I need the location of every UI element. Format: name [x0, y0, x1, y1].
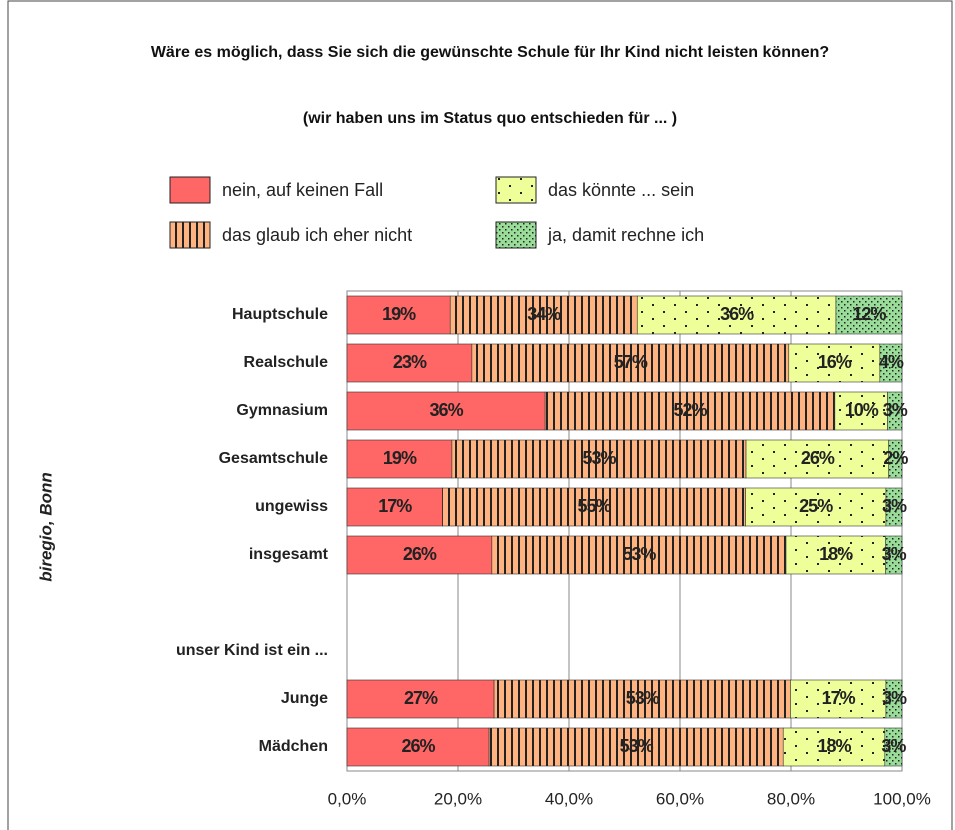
x-tick-label: 100,0%	[873, 789, 931, 808]
bar-segment	[879, 343, 903, 383]
bar-segment	[488, 727, 784, 767]
bar-segment	[471, 343, 790, 383]
bar-segment	[788, 343, 881, 383]
value-label: 36%	[430, 400, 464, 420]
frame	[7, 0, 953, 830]
bar-segment	[346, 391, 546, 431]
bar-segment	[885, 487, 903, 527]
x-tick-label: 20,0%	[434, 789, 482, 808]
value-label: 53%	[620, 736, 654, 756]
y-tick-label: Mädchen	[259, 738, 328, 755]
x-tick-label: 40,0%	[545, 789, 593, 808]
value-label: 36%	[720, 304, 754, 324]
bar-segment	[449, 295, 638, 335]
bar-segment	[884, 727, 903, 767]
legend-label: ja, damit rechne ich	[547, 225, 704, 245]
value-label: 52%	[673, 400, 707, 420]
legend-label: das glaub ich eher nicht	[222, 225, 412, 245]
value-label: 26%	[403, 544, 437, 564]
chart-subtitle: (wir haben uns im Status quo entschieden…	[302, 110, 678, 127]
value-label: 55%	[577, 496, 611, 516]
bar-segment	[888, 439, 903, 479]
value-label: 23%	[393, 352, 427, 372]
value-label: 12%	[852, 304, 886, 324]
value-label: 2%	[883, 448, 908, 468]
value-label: 3%	[882, 688, 907, 708]
value-label: 53%	[626, 688, 660, 708]
legend-swatch	[495, 176, 537, 204]
legend-swatch	[169, 176, 211, 204]
bar-segment	[544, 391, 836, 431]
bar-segment	[346, 487, 443, 527]
x-tick-label: 80,0%	[767, 789, 815, 808]
y-tick-label: Hauptschule	[232, 306, 328, 323]
bar-segment	[782, 727, 886, 767]
bar-segment	[835, 295, 903, 335]
value-label: 3%	[883, 400, 908, 420]
bar-segment	[885, 679, 903, 719]
value-label: 25%	[799, 496, 833, 516]
value-label: 27%	[404, 688, 438, 708]
value-label: 18%	[817, 736, 851, 756]
y-tick-label: Junge	[281, 690, 328, 707]
y-tick-label: Gymnasium	[236, 402, 328, 419]
bar-segment	[346, 439, 453, 479]
value-label: 26%	[402, 736, 436, 756]
value-label: 3%	[882, 496, 907, 516]
bar-segment	[785, 535, 886, 575]
value-label: 19%	[382, 304, 416, 324]
x-tick-label: 60,0%	[656, 789, 704, 808]
value-label: 4%	[879, 352, 904, 372]
bar-segment	[636, 295, 837, 335]
value-label: 3%	[882, 544, 907, 564]
y-tick-label: Gesamtschule	[219, 450, 328, 467]
value-label: 10%	[845, 400, 879, 420]
y-tick-label: insgesamt	[249, 546, 329, 563]
legend-swatch	[495, 221, 537, 249]
value-label: 26%	[801, 448, 835, 468]
value-label: 18%	[819, 544, 853, 564]
legend-label: das könnte ... sein	[548, 180, 694, 200]
value-label: 53%	[622, 544, 656, 564]
bar-segment	[346, 343, 473, 383]
bar-segment	[885, 535, 903, 575]
y-tick-label: unser Kind ist ein ...	[176, 642, 328, 659]
y-tick-label: ungewiss	[255, 498, 328, 515]
y-axis-label: biregio, Bonn	[36, 472, 55, 582]
chart-title: Wäre es möglich, dass Sie sich die gewün…	[150, 44, 830, 61]
bar-segment	[491, 535, 787, 575]
bar-segment	[834, 391, 888, 431]
bar-segment	[346, 679, 495, 719]
value-label: 17%	[822, 688, 856, 708]
bar-segment	[745, 487, 887, 527]
y-tick-label: Realschule	[244, 354, 329, 371]
value-label: 34%	[527, 304, 561, 324]
x-tick-label: 0,0%	[328, 789, 367, 808]
value-label: 17%	[378, 496, 412, 516]
bar-segment	[346, 727, 490, 767]
bar-segment	[442, 487, 746, 527]
bar-segment	[346, 295, 451, 335]
legend-swatch	[169, 221, 211, 249]
value-label: 3%	[881, 736, 906, 756]
bar-segment	[346, 535, 493, 575]
bar-segment	[887, 391, 903, 431]
value-label: 19%	[383, 448, 417, 468]
bar-segment	[493, 679, 791, 719]
legend-label: nein, auf keinen Fall	[222, 180, 383, 200]
value-label: 57%	[614, 352, 648, 372]
value-label: 16%	[818, 352, 852, 372]
value-label: 53%	[582, 448, 616, 468]
